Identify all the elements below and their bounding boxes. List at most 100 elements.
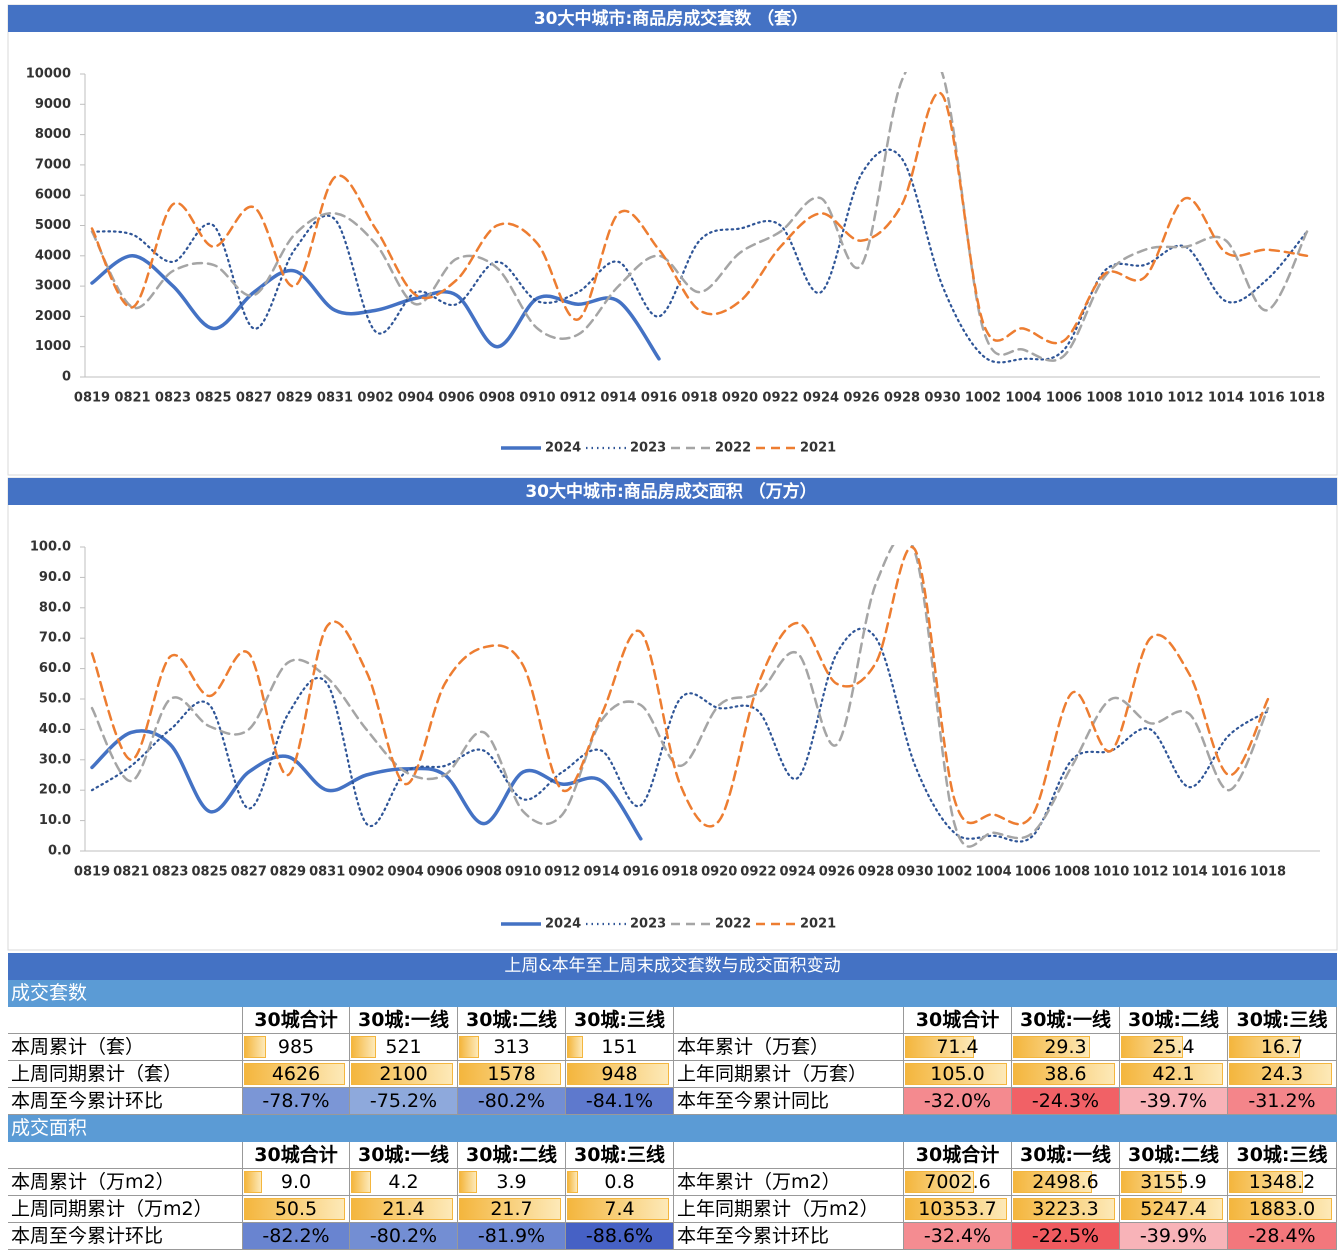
cell-text: -78.7% — [262, 1090, 330, 1112]
x-tick-label: 0914 — [600, 391, 636, 406]
y-tick-label: 100.0 — [30, 540, 71, 555]
cell-text: 3.9 — [496, 1171, 527, 1193]
value-cell: 5247.4 — [1120, 1196, 1228, 1223]
x-tick-label: 0918 — [662, 865, 698, 880]
data-bar — [905, 1171, 974, 1193]
cell-text: -32.0% — [923, 1090, 992, 1112]
data-bar — [1229, 1171, 1303, 1193]
y-tick-label: 0 — [62, 370, 71, 385]
legend-label: 2022 — [715, 917, 751, 932]
y-tick-label: 10.0 — [39, 813, 71, 828]
row-label: 上年同期累计（万m2） — [674, 1196, 904, 1223]
column-header: 30城:三线 — [1228, 1142, 1337, 1169]
cell-text: 9.0 — [280, 1171, 312, 1193]
series-line — [90, 729, 643, 841]
x-tick-label: 0916 — [641, 391, 677, 406]
cell-text: -31.2% — [1248, 1090, 1316, 1112]
data-bar — [1229, 1063, 1332, 1085]
section-title: 成交面积 — [8, 1115, 1337, 1142]
cell-text: -39.7% — [1139, 1090, 1208, 1112]
cell-text: 71.4 — [936, 1036, 979, 1058]
series-line — [90, 545, 1270, 828]
x-tick-label: 0906 — [427, 865, 463, 880]
column-header: 30城:二线 — [458, 1007, 566, 1034]
x-tick-label: 0916 — [623, 865, 659, 880]
cell-text: -84.1% — [585, 1090, 654, 1112]
x-tick-label: 1016 — [1211, 865, 1247, 880]
row-label: 本周累计（万m2） — [8, 1169, 243, 1196]
cell-text: 521 — [385, 1036, 422, 1058]
value-cell: 105.0 — [904, 1061, 1012, 1088]
value-cell: 3.9 — [458, 1169, 566, 1196]
cell-text: 4.2 — [388, 1171, 419, 1193]
series-line — [90, 254, 661, 361]
x-tick-label: 1006 — [1046, 391, 1082, 406]
x-tick-label: 1012 — [1167, 391, 1203, 406]
x-tick-label: 0823 — [152, 865, 188, 880]
legend-label: 2024 — [545, 441, 581, 456]
chart-frame — [7, 4, 1338, 476]
cell-text: 151 — [601, 1036, 638, 1058]
x-tick-label: 0928 — [858, 865, 894, 880]
y-tick-label: 40.0 — [39, 722, 71, 737]
column-header: 30城合计 — [243, 1007, 350, 1034]
data-bar — [567, 1171, 579, 1193]
cell-text: -24.3% — [1031, 1090, 1100, 1112]
cell-text: 7.4 — [604, 1198, 635, 1220]
data-bar — [244, 1063, 345, 1085]
data-bar — [351, 1171, 372, 1193]
x-tick-label: 0821 — [114, 391, 150, 406]
cell-text: 2498.6 — [1032, 1171, 1099, 1193]
x-tick-label: 1006 — [1015, 865, 1051, 880]
column-header: 30城:三线 — [566, 1142, 674, 1169]
x-tick-label: 1010 — [1127, 391, 1163, 406]
column-header: 30城:二线 — [1120, 1142, 1228, 1169]
data-bar — [905, 1063, 1007, 1085]
data-bar — [351, 1198, 453, 1220]
x-tick-label: 1018 — [1289, 391, 1325, 406]
x-tick-label: 0930 — [897, 865, 933, 880]
cell-text: 42.1 — [1152, 1063, 1195, 1085]
cell-text: 105.0 — [930, 1063, 985, 1085]
row-label: 本周累计（套） — [8, 1034, 243, 1061]
x-tick-label: 0823 — [155, 391, 191, 406]
data-bar — [244, 1171, 262, 1193]
row-label: 本年累计（万m2） — [674, 1169, 904, 1196]
x-tick-label: 0902 — [357, 391, 393, 406]
y-tick-label: 50.0 — [39, 692, 71, 707]
row-label: 上年同期累计（万套） — [674, 1061, 904, 1088]
header-row: 30城合计 30城:一线 30城:二线 30城:三线 30城合计 30城:一线 30城:二线… — [8, 1007, 1337, 1034]
x-tick-label: 0924 — [780, 865, 816, 880]
x-tick-label: 0825 — [192, 865, 228, 880]
data-bar — [567, 1198, 669, 1220]
row-label: 本年至今累计同比 — [674, 1088, 904, 1115]
value-cell: 7002.6 — [904, 1169, 1012, 1196]
chart-title: 30大中城市:商品房成交面积 （万方） — [525, 481, 816, 502]
value-cell: 50.5 — [243, 1196, 350, 1223]
legend-label: 2023 — [630, 441, 666, 456]
x-tick-label: 0918 — [681, 391, 717, 406]
data-bar — [1013, 1171, 1093, 1193]
data-bar — [1121, 1198, 1223, 1220]
value-cell: -24.3% — [1012, 1088, 1120, 1115]
value-cell: -88.6% — [566, 1223, 674, 1250]
x-tick-label: 0926 — [843, 391, 879, 406]
legend-label: 2021 — [800, 441, 836, 456]
data-bar — [1229, 1036, 1300, 1058]
x-tick-label: 0908 — [466, 865, 502, 880]
x-tick-label: 0924 — [803, 391, 839, 406]
y-tick-label: 5000 — [35, 218, 71, 233]
cell-text: -80.2% — [369, 1225, 438, 1247]
value-cell: 42.1 — [1120, 1061, 1228, 1088]
y-tick-label: 9000 — [35, 97, 71, 112]
chart-title: 30大中城市:商品房成交套数 （套） — [534, 8, 808, 29]
cell-text: 24.3 — [1260, 1063, 1304, 1085]
cell-text: 10353.7 — [918, 1198, 997, 1220]
y-tick-label: 4000 — [35, 248, 71, 263]
x-tick-label: 0920 — [722, 391, 758, 406]
x-tick-label: 0825 — [195, 391, 231, 406]
summary-table: 上周&本年至上周末成交套数与成交面积变动 成交套数 30城合计 30城:一线 30城:… — [8, 953, 1337, 1250]
x-tick-label: 0910 — [519, 391, 555, 406]
cell-text: 21.4 — [382, 1198, 425, 1220]
